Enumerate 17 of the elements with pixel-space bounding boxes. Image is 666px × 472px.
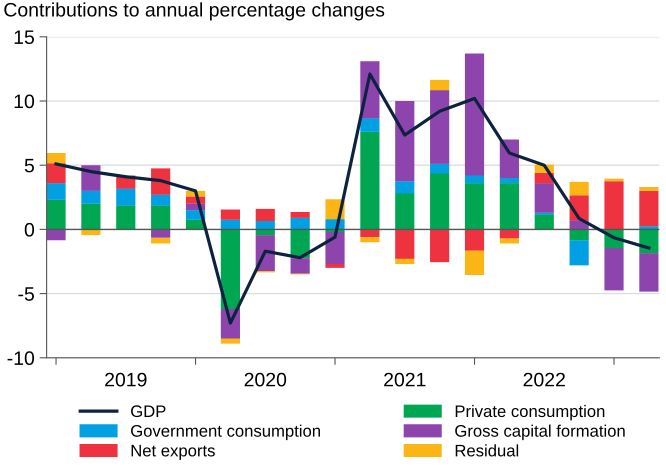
x-tick-label: 2019 [105,372,146,386]
legend-label: GDP [131,405,166,418]
legend-label: Residual [456,444,518,457]
y-tick-label: -5 [18,287,34,301]
x-tick-label: 2020 [244,372,286,386]
y-tick-label: -10 [8,351,34,366]
chart-title: Contributions to annual percentage changes [4,2,384,20]
y-tick-label: 10 [14,94,34,108]
y-tick-label: 15 [14,30,34,44]
legend-label: Net exports [132,444,215,460]
x-tick-label: 2021 [384,372,426,386]
y-tick-label: 5 [24,158,34,172]
legend-label: Private consumption [456,404,604,420]
legend-label: Government consumption [131,424,320,440]
x-tick-label: 2022 [524,372,565,386]
legend-label: Gross capital formation [455,424,625,440]
y-tick-label: 0 [24,222,34,237]
